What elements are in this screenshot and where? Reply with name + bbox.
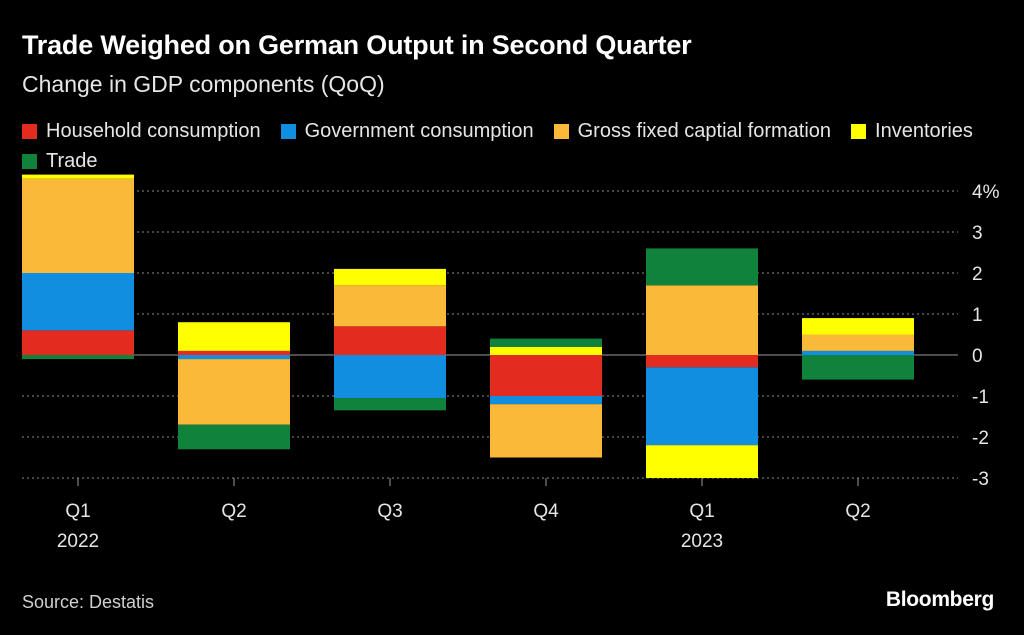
bar-segment-gross-fixed-captial-formation xyxy=(646,285,758,355)
bar-segment-trade xyxy=(334,398,446,411)
x-tick-label: Q3 xyxy=(377,501,402,522)
bar-segment-gross-fixed-captial-formation xyxy=(22,178,134,273)
x-tick-label: Q2 xyxy=(845,501,870,522)
chart-subtitle: Change in GDP components (QoQ) xyxy=(22,71,385,97)
y-tick-label: 0 xyxy=(972,346,983,367)
x-tick-label: Q4 xyxy=(533,501,559,522)
source-note: Source: Destatis xyxy=(22,592,155,612)
bar-segment-government-consumption xyxy=(490,396,602,405)
stacked-bar-chart: 4% 3 2 1 0 -1 -2 -3 Q1 2022 Q2 Q3 Q4 Q1 2023 Q2 xyxy=(22,174,1000,552)
bar-segment-trade xyxy=(646,248,758,286)
x-tick-label: Q1 xyxy=(65,501,90,522)
bar-segment-government-consumption xyxy=(802,350,914,355)
legend-label: Government consumption xyxy=(304,119,534,142)
bar-segment-household-consumption xyxy=(490,355,602,396)
chart-legend: Household consumption Government consumpt… xyxy=(22,118,1012,174)
legend-swatch xyxy=(22,153,37,169)
bar-segment-household-consumption xyxy=(646,355,758,368)
legend-label: Gross fixed captial formation xyxy=(577,119,832,142)
legend-item-inventories: Inventories xyxy=(851,118,973,144)
legend-label: Household consumption xyxy=(46,119,261,142)
bar-segment-government-consumption xyxy=(22,273,134,331)
bar-segment-inventories xyxy=(22,174,134,179)
legend-item-trade: Trade xyxy=(22,148,98,174)
bar-segment-trade xyxy=(22,355,134,360)
y-tick-label: -3 xyxy=(972,469,989,490)
bar-segment-inventories xyxy=(802,318,914,335)
bar-segment-trade xyxy=(490,338,602,347)
bar-segment-household-consumption xyxy=(22,330,134,355)
x-tick-year-label: 2023 xyxy=(681,531,723,552)
y-tick-label: 3 xyxy=(972,223,983,244)
bar-segment-government-consumption xyxy=(646,367,758,446)
y-tick-label: 2 xyxy=(972,264,983,285)
legend-label: Trade xyxy=(46,149,98,172)
bar-segment-gross-fixed-captial-formation xyxy=(490,404,602,458)
bar-segment-inventories xyxy=(646,445,758,478)
bar-segment-gross-fixed-captial-formation xyxy=(178,359,290,425)
legend-item-household-consumption: Household consumption xyxy=(22,118,261,144)
chart-title: Trade Weighed on German Output in Second… xyxy=(22,30,692,60)
legend-item-government-consumption: Government consumption xyxy=(280,118,534,144)
bar-segment-gross-fixed-captial-formation xyxy=(334,285,446,327)
bar-segment-trade xyxy=(802,355,914,380)
y-tick-label: -2 xyxy=(972,428,989,449)
bar-segment-trade xyxy=(178,424,290,450)
x-tick-year-label: 2022 xyxy=(57,531,99,552)
x-tick-label: Q1 xyxy=(689,501,714,522)
bar-segment-household-consumption xyxy=(334,326,446,355)
bar-segment-household-consumption xyxy=(178,350,290,355)
bar-segment-inventories xyxy=(490,346,602,355)
y-tick-label: 1 xyxy=(972,305,983,326)
bar-segment-inventories xyxy=(178,322,290,351)
x-tick-label: Q2 xyxy=(221,501,246,522)
y-tick-label: -1 xyxy=(972,387,989,408)
brand-logo: Bloomberg xyxy=(885,588,994,611)
legend-swatch xyxy=(553,123,569,139)
legend-swatch xyxy=(22,123,37,139)
legend-item-gross-fixed-captial-formation: Gross fixed captial formation xyxy=(553,118,832,144)
bar-segment-government-consumption xyxy=(334,355,446,399)
y-tick-label: 4% xyxy=(972,182,1000,203)
legend-swatch xyxy=(851,123,867,139)
legend-label: Inventories xyxy=(875,119,973,142)
bar-segment-gross-fixed-captial-formation xyxy=(802,334,914,351)
bar-segment-inventories xyxy=(334,268,446,286)
legend-swatch xyxy=(280,123,296,139)
bar-segment-government-consumption xyxy=(178,355,290,360)
